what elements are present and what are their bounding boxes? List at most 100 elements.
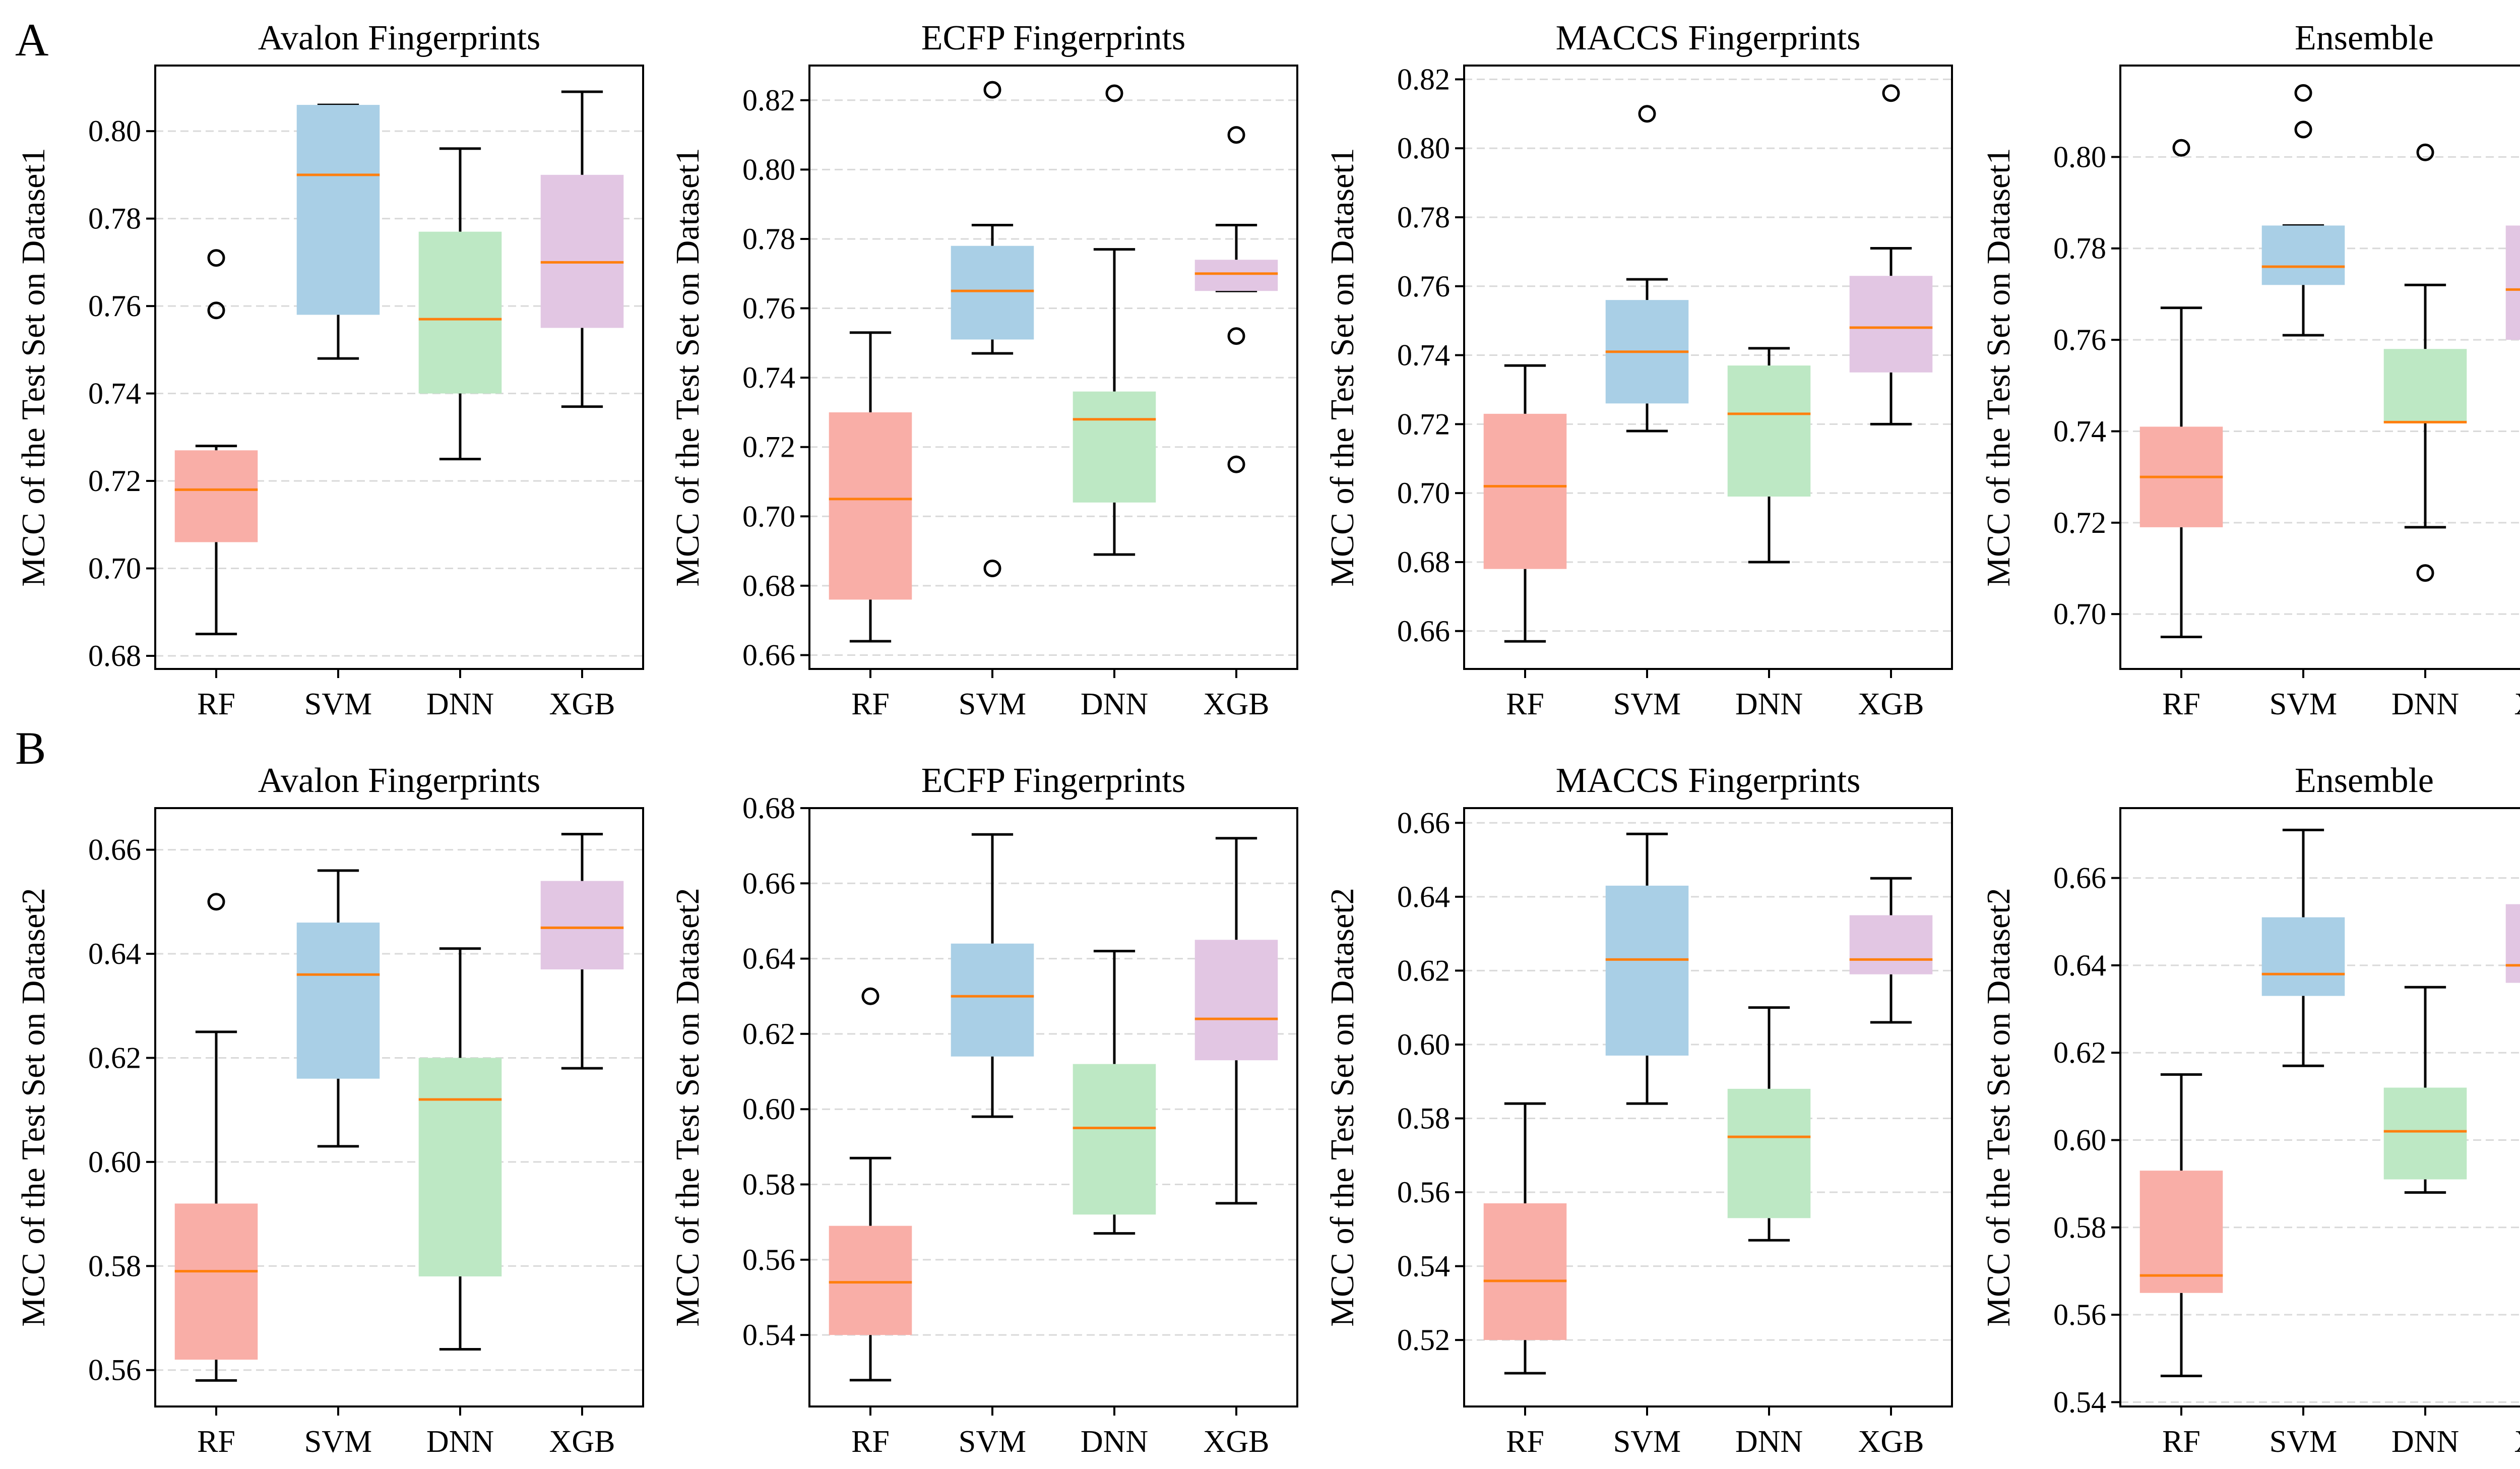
y-tick-label: 0.68 (1397, 545, 1450, 579)
y-tick-label: 0.66 (2053, 862, 2106, 895)
y-tick-label: 0.72 (1397, 407, 1450, 441)
x-tick-label: RF (1506, 1425, 1544, 1459)
chart-title: ECFP Fingerprints (921, 761, 1185, 800)
outlier-point (2416, 143, 2434, 161)
x-tick-label: XGB (2514, 1425, 2520, 1459)
y-tick-label: 0.80 (2053, 140, 2106, 173)
y-tick-label: 0.58 (2053, 1211, 2106, 1244)
y-tick-label: 0.74 (742, 361, 795, 394)
plot-frame (154, 807, 644, 1407)
box-svm (1605, 885, 1689, 1056)
y-axis-label: MCC of the Test Set on Dataset2 (15, 888, 52, 1326)
y-tick-label: 0.78 (88, 202, 141, 235)
box-dnn (1073, 1064, 1156, 1215)
x-tick-label: SVM (304, 1425, 372, 1459)
y-tick-label: 0.80 (742, 153, 795, 186)
y-tick-label: 0.60 (1397, 1028, 1450, 1061)
x-tick-label: DNN (1735, 1425, 1803, 1459)
x-tick-label: RF (197, 687, 235, 721)
x-tick-label: RF (2162, 1425, 2200, 1459)
chart-panel: RF SVM DNN XGB 0.54 0.56 0.58 0.60 0.62 0.64 0.66 0… (669, 761, 1298, 1459)
x-tick-label: XGB (2514, 687, 2520, 721)
x-tick-label: SVM (959, 687, 1026, 721)
x-tick-label: DNN (1081, 687, 1148, 721)
box-svm (2261, 225, 2345, 285)
chart-title: Ensemble (2295, 761, 2434, 800)
box-svm (2261, 917, 2345, 996)
x-tick-label: XGB (549, 1425, 615, 1459)
y-tick-label: 0.60 (742, 1092, 795, 1126)
chart-panel: RF SVM DNN XGB 0.66 0.68 0.70 0.72 0.74 0.76 0.78 0… (1324, 19, 1953, 721)
box-xgb (540, 881, 624, 969)
chart-title: ECFP Fingerprints (921, 19, 1185, 57)
outlier-point (861, 987, 879, 1005)
y-tick-label: 0.56 (2053, 1298, 2106, 1331)
x-tick-label: RF (1506, 687, 1544, 721)
x-tick-label: SVM (959, 1425, 1026, 1459)
outlier-point (2172, 139, 2190, 157)
x-tick-label: DNN (2391, 1425, 2459, 1459)
y-tick-label: 0.66 (1397, 615, 1450, 648)
y-tick-label: 0.74 (88, 377, 141, 410)
x-tick-label: RF (2162, 687, 2200, 721)
y-tick-label: 0.70 (88, 552, 141, 585)
x-tick-label: XGB (1858, 687, 1924, 721)
box-xgb (540, 174, 624, 328)
y-tick-label: 0.70 (1397, 476, 1450, 510)
chart-panel: RF SVM DNN XGB 0.70 0.72 0.74 0.76 0.78 0.80 Ensem… (1980, 19, 2520, 721)
x-tick-label: XGB (1204, 687, 1270, 721)
y-tick-label: 0.74 (1397, 339, 1450, 372)
outlier-point (2294, 120, 2312, 139)
box-rf (829, 412, 912, 600)
box-dnn (418, 231, 502, 394)
box-rf (829, 1226, 912, 1335)
y-tick-label: 0.64 (742, 942, 795, 975)
x-tick-label: DNN (1735, 687, 1803, 721)
y-tick-label: 0.64 (2053, 949, 2106, 982)
y-axis-label: MCC of the Test Set on Dataset1 (669, 148, 706, 586)
chart-title: Ensemble (2295, 19, 2434, 57)
box-xgb (2505, 904, 2520, 983)
plot-frame (2119, 65, 2520, 670)
plot-frame (1463, 807, 1953, 1407)
plot-frame (1463, 65, 1953, 670)
outlier-point (1882, 84, 1900, 102)
chart-title: MACCS Fingerprints (1556, 761, 1861, 800)
y-axis-label: MCC of the Test Set on Dataset2 (1980, 888, 2017, 1326)
y-tick-label: 0.62 (742, 1017, 795, 1051)
box-rf (2139, 1171, 2223, 1293)
x-tick-label: XGB (549, 687, 615, 721)
outlier-point (1227, 327, 1245, 345)
outlier-point (207, 301, 225, 320)
y-tick-label: 0.78 (742, 222, 795, 256)
y-tick-label: 0.64 (88, 937, 141, 970)
outlier-point (2294, 84, 2312, 102)
x-tick-label: XGB (1204, 1425, 1270, 1459)
outlier-point (983, 560, 1001, 577)
y-tick-label: 0.76 (2053, 323, 2106, 356)
y-tick-label: 0.74 (2053, 414, 2106, 448)
outlier-point (983, 81, 1001, 99)
box-xgb (1849, 276, 1933, 373)
y-tick-label: 0.58 (742, 1168, 795, 1201)
box-xgb (2505, 225, 2520, 340)
box-rf (174, 1203, 258, 1360)
box-svm (951, 246, 1034, 340)
outlier-point (1105, 84, 1123, 102)
outlier-point (1227, 126, 1245, 144)
y-tick-label: 0.56 (742, 1243, 795, 1276)
y-tick-label: 0.58 (1397, 1101, 1450, 1135)
plot-frame (2119, 807, 2520, 1407)
outlier-point (1227, 455, 1245, 473)
x-tick-label: DNN (2391, 687, 2459, 721)
y-tick-label: 0.76 (1397, 270, 1450, 303)
panel-letter-a: A (15, 14, 48, 66)
box-dnn (1727, 1088, 1811, 1218)
y-tick-label: 0.82 (742, 84, 795, 117)
box-xgb (1194, 260, 1278, 291)
y-tick-label: 0.66 (742, 867, 795, 900)
x-tick-label: RF (197, 1425, 235, 1459)
y-tick-label: 0.72 (88, 464, 141, 498)
y-tick-label: 0.78 (1397, 201, 1450, 234)
chart-panel: RF SVM DNN XGB 0.52 0.54 0.56 0.58 0.60 0.62 0.64 0… (1324, 761, 1953, 1459)
